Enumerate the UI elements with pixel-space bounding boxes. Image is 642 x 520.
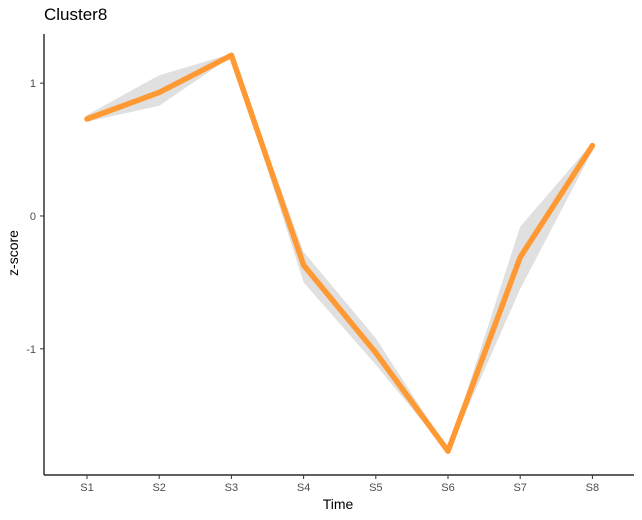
confidence-band-layer [87, 53, 593, 453]
data-point-S4 [301, 262, 307, 268]
x-axis-title: Time [323, 496, 354, 512]
y-tick-label: 1 [30, 78, 36, 90]
x-tick-label: S6 [441, 482, 454, 494]
data-point-S6 [445, 448, 451, 454]
x-tick-label: S2 [152, 482, 165, 494]
data-point-S7 [517, 254, 523, 260]
confidence-band [87, 53, 593, 453]
series-layer [84, 52, 596, 454]
x-tick-label: S3 [225, 482, 238, 494]
data-point-S1 [84, 116, 90, 122]
x-tick-label: S8 [586, 482, 599, 494]
y-tick-label: 0 [30, 211, 36, 223]
data-point-S3 [228, 52, 234, 58]
y-tick-label: -1 [26, 344, 36, 356]
x-tick-label: S4 [297, 482, 310, 494]
x-tick-label: S7 [513, 482, 526, 494]
data-point-S2 [156, 89, 162, 95]
x-axis-ticks: S1 S2 S3 S4 S5 S6 S7 S8 [80, 475, 599, 494]
y-axis-ticks: -1 0 1 [26, 78, 44, 356]
data-point-S5 [373, 350, 379, 356]
series-line-0 [84, 52, 596, 454]
data-point-S8 [589, 143, 595, 149]
y-axis-title: z-score [5, 230, 21, 276]
x-tick-label: S1 [80, 482, 93, 494]
x-tick-label: S5 [369, 482, 382, 494]
chart-title: Cluster8 [44, 5, 107, 24]
